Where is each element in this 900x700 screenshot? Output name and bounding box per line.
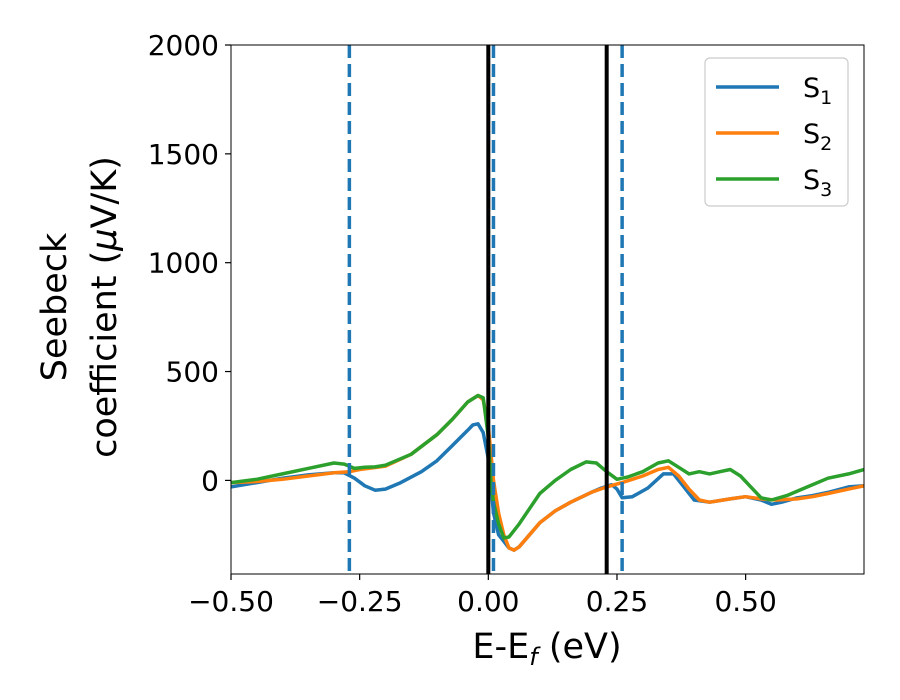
y-tick-label: 1500 xyxy=(148,138,219,171)
y-tick-label: 1000 xyxy=(148,247,219,280)
x-tick-label: 0.00 xyxy=(457,585,519,618)
x-tick-label: 0.50 xyxy=(714,585,776,618)
x-tick-label: −0.50 xyxy=(188,585,274,618)
x-axis-ticks: −0.50 −0.25 0.00 0.25 0.50 xyxy=(188,574,777,618)
reference-lines-layer xyxy=(347,45,624,574)
x-axis-label: E-Ef (eV) xyxy=(472,627,621,671)
y-tick-label: 2000 xyxy=(148,29,219,62)
y-axis-ticks: 0 500 1000 1500 2000 xyxy=(148,29,231,497)
legend: S1 S2 S3 xyxy=(704,57,849,207)
series-line-s3 xyxy=(231,393,864,540)
series-layer xyxy=(231,393,864,552)
series-line-s2 xyxy=(231,393,864,552)
y-tick-label: 0 xyxy=(201,464,219,497)
legend-label-s2: S2 xyxy=(803,119,832,155)
x-tick-label: −0.25 xyxy=(317,585,403,618)
y-axis-label-line1: Seebeck xyxy=(35,232,75,381)
y-axis-label: Seebeck coefficient (μV/K) xyxy=(35,156,125,458)
legend-label-s1: S1 xyxy=(803,73,832,109)
y-tick-label: 500 xyxy=(166,356,219,389)
y-axis-label-line2: coefficient (μV/K) xyxy=(85,156,125,458)
x-tick-label: 0.25 xyxy=(586,585,648,618)
plot-area-frame xyxy=(230,44,865,575)
legend-label-s3: S3 xyxy=(803,165,832,201)
